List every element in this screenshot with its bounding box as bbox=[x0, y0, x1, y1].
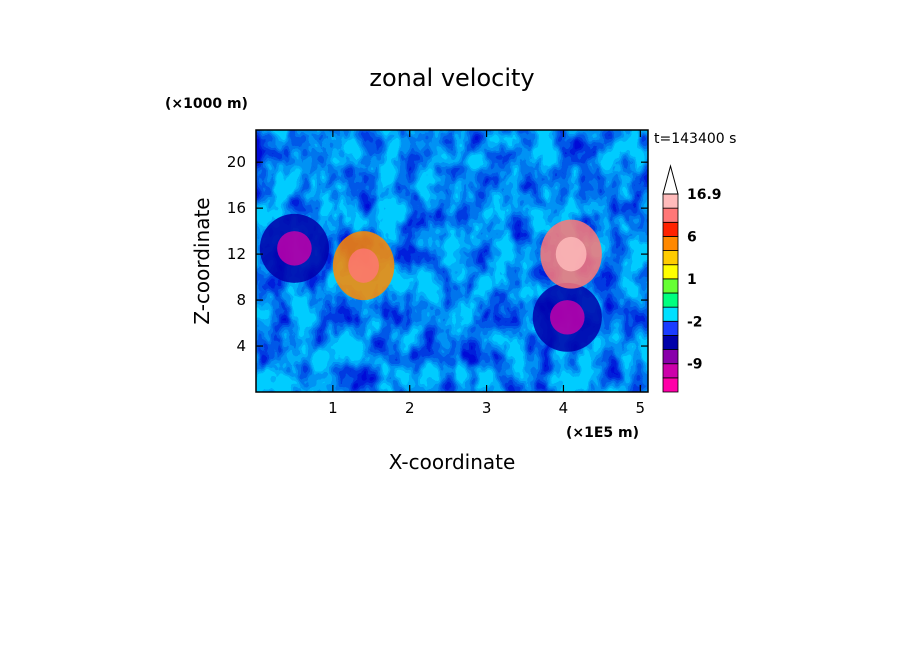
colorbar-swatch bbox=[662, 250, 679, 266]
colorbar-swatch bbox=[662, 292, 679, 308]
colorbar-label: 16.9 bbox=[687, 187, 722, 203]
colorbar-swatch bbox=[662, 221, 679, 237]
colorbar-swatch bbox=[662, 278, 679, 294]
x-unit-label: (×1E5 m) bbox=[566, 425, 639, 441]
contour-feature-core-1 bbox=[550, 300, 585, 335]
contour-feature-core-0 bbox=[277, 231, 312, 266]
colorbar-swatch bbox=[662, 320, 679, 336]
time-label: t=143400 s bbox=[654, 131, 736, 147]
x-axis-label: X-coordinate bbox=[389, 450, 516, 474]
y-tick-label: 16 bbox=[227, 199, 246, 217]
y-unit-label: (×1000 m) bbox=[165, 96, 248, 112]
colorbar-swatch bbox=[662, 207, 679, 223]
plot-frame bbox=[255, 129, 649, 393]
colorbar-label: -2 bbox=[687, 314, 703, 330]
x-tick-label: 2 bbox=[405, 399, 415, 417]
chart-title: zonal velocity bbox=[369, 64, 534, 92]
colorbar-swatch bbox=[662, 236, 679, 251]
y-tick-label: 20 bbox=[227, 153, 246, 171]
colorbar-extend-arrow bbox=[662, 164, 679, 195]
colorbar-label: 1 bbox=[687, 272, 697, 288]
y-tick-label: 8 bbox=[236, 291, 246, 309]
x-tick-label: 5 bbox=[636, 399, 646, 417]
x-tick-label: 1 bbox=[328, 399, 338, 417]
colorbar-swatch bbox=[662, 349, 679, 365]
x-tick-label: 3 bbox=[482, 399, 492, 417]
plot-area bbox=[256, 130, 648, 392]
colorbar-swatch bbox=[662, 363, 679, 379]
y-tick-label: 12 bbox=[227, 245, 246, 263]
colorbar-swatch bbox=[662, 193, 679, 209]
colorbar: 16.9 6 1 -2 -9 bbox=[662, 164, 722, 393]
colorbar-label: -9 bbox=[687, 357, 703, 373]
contour-feature-core-2 bbox=[555, 236, 587, 272]
colorbar-swatch bbox=[662, 335, 679, 350]
y-axis: 4 8 12 16 20 bbox=[227, 153, 648, 355]
y-tick-label: 4 bbox=[236, 337, 246, 355]
colorbar-label: 6 bbox=[687, 229, 697, 245]
x-tick-label: 4 bbox=[559, 399, 569, 417]
y-axis-label: Z-coordinate bbox=[190, 197, 214, 324]
colorbar-swatch bbox=[662, 264, 679, 280]
colorbar-swatch bbox=[662, 377, 679, 393]
contour-feature-core-3 bbox=[348, 248, 379, 283]
x-axis: 1 2 3 4 5 bbox=[328, 130, 645, 417]
contour-features bbox=[259, 213, 602, 352]
colorbar-swatch bbox=[662, 306, 679, 322]
